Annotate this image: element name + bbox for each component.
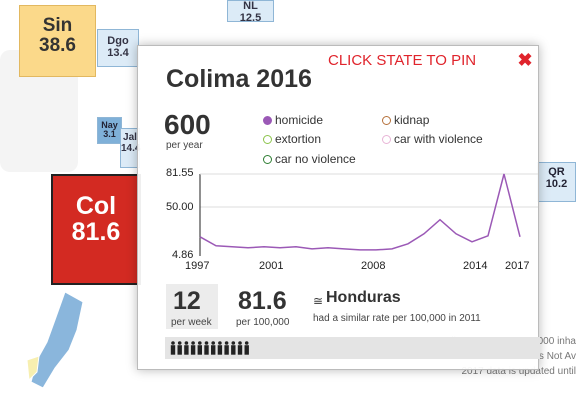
person-icon <box>190 341 196 355</box>
state-rate: 38.6 <box>39 34 76 56</box>
radio-filled-icon <box>263 116 272 125</box>
state-abbr: Dgo <box>107 35 129 47</box>
people-bar <box>165 337 540 359</box>
legend-label: extortion <box>275 132 322 146</box>
state-rate: 81.6 <box>71 218 121 247</box>
y-tick-label: 4.86 <box>172 249 194 261</box>
person-icon <box>170 341 176 355</box>
state-abbr: Nay <box>101 120 118 130</box>
panel-title: Colima 2016 <box>166 65 312 93</box>
state-abbr: QR <box>548 166 565 178</box>
rate-value: 81.6 <box>238 287 287 315</box>
legend-item-extortion[interactable]: extortion <box>263 132 321 146</box>
state-tile-qr[interactable]: QR 10.2 <box>537 162 576 202</box>
weekly-stat-box <box>166 284 218 329</box>
person-icon <box>231 341 236 355</box>
legend-item-car-with-violence[interactable]: car with violence <box>382 132 483 146</box>
weekly-count: 12 <box>173 287 201 315</box>
pin-instruction: CLICK STATE TO PIN <box>328 52 477 69</box>
weekly-count-label: per week <box>171 317 212 328</box>
state-abbr: Col <box>75 192 117 220</box>
legend-item-kidnap[interactable]: kidnap <box>382 113 429 127</box>
trend-chart <box>199 173 538 256</box>
state-rate: 10.2 <box>545 177 568 190</box>
x-tick-label: 2008 <box>361 260 386 272</box>
radio-empty-icon <box>382 135 391 144</box>
state-rate: 13.4 <box>107 46 129 59</box>
legend-label: kidnap <box>394 113 430 127</box>
close-icon[interactable]: ✖ <box>517 50 533 70</box>
map-region-shape <box>26 291 84 389</box>
footnote-line: 2017 data is updated until <box>461 366 576 377</box>
state-detail-panel: Colima 2016 CLICK STATE TO PIN ✖ 600 per… <box>137 45 540 370</box>
person-icon <box>217 341 223 355</box>
rate-label: per 100,000 <box>236 317 290 328</box>
state-rate: 12.5 <box>239 11 262 24</box>
radio-empty-icon <box>263 155 272 164</box>
equal-icon: ≅ <box>313 294 324 308</box>
state-tile-col[interactable]: Col 81.6 <box>51 174 141 285</box>
comparison-country: Honduras <box>326 289 401 306</box>
y-tick-label: 81.55 <box>166 167 194 179</box>
y-tick-label: 50.00 <box>166 201 194 213</box>
person-icon <box>204 341 209 355</box>
person-icon <box>237 341 243 355</box>
person-icon <box>177 341 182 355</box>
person-icon <box>211 341 216 355</box>
x-tick-label: 2001 <box>259 260 284 272</box>
person-icon <box>184 341 189 355</box>
x-tick-label: 2014 <box>463 260 488 272</box>
legend-label: homicide <box>275 113 324 127</box>
state-abbr: Sin <box>42 15 73 36</box>
comparison-note: had a similar rate per 100,000 in 2011 <box>313 313 481 324</box>
total-count: 600 <box>164 109 211 140</box>
legend-item-homicide[interactable]: homicide <box>263 113 323 127</box>
series-line-homicide <box>199 173 521 251</box>
state-tile-sin[interactable]: Sin 38.6 <box>19 5 96 77</box>
person-icon <box>244 341 249 355</box>
x-tick-label: 2017 <box>505 260 530 272</box>
state-rate: 14.4 <box>121 142 141 154</box>
state-tile-nl[interactable]: NL 12.5 <box>227 0 274 24</box>
legend-label: car with violence <box>394 132 483 146</box>
total-count-label: per year <box>166 140 203 151</box>
radio-empty-icon <box>382 116 391 125</box>
legend-item-car-no-violence[interactable]: car no violence <box>263 152 356 166</box>
person-icon <box>197 341 202 355</box>
state-tile-nay[interactable]: Nay 3.1 <box>97 117 122 144</box>
radio-empty-icon <box>263 135 272 144</box>
state-abbr: NL <box>243 0 258 12</box>
x-tick-label: 1997 <box>185 260 210 272</box>
person-icon-row <box>170 341 249 355</box>
person-icon <box>224 341 229 355</box>
state-abbr: Jal <box>123 132 137 143</box>
legend-label: car no violence <box>275 152 356 166</box>
state-rate: 3.1 <box>103 129 116 140</box>
state-tile-dgo[interactable]: Dgo 13.4 <box>97 29 139 67</box>
